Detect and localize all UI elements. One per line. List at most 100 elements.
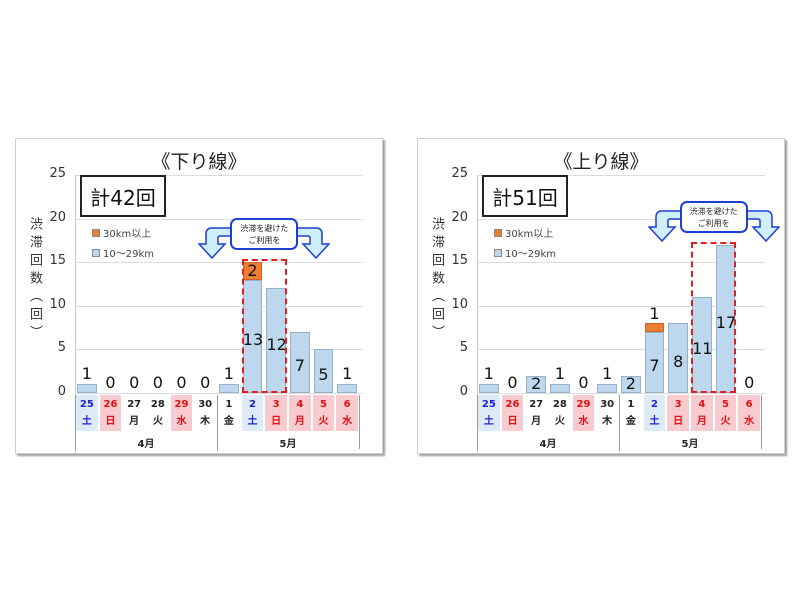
x-date-cell: 25 土	[478, 395, 500, 431]
bar-value-label: 5	[318, 365, 329, 385]
chart-panel-down-line: 《下り線》 渋滞回数（回） 25 20 15 10 5 0 計42回 30km以上 10～29km 1…	[15, 138, 383, 454]
gridline	[477, 305, 765, 307]
date-weekday: 日	[271, 416, 282, 427]
total-count-box: 計51回	[482, 175, 568, 217]
date-day: 5	[722, 399, 729, 410]
date-day: 1	[225, 399, 233, 410]
bar-10-29km	[597, 384, 617, 393]
y-tick-label: 5	[459, 340, 468, 356]
date-weekday: 火	[318, 416, 329, 427]
gridline	[75, 349, 363, 351]
x-date-cell: 29 水	[572, 395, 595, 431]
down-arrow-right-icon	[290, 227, 331, 260]
x-date-cell: 27 月	[123, 395, 145, 431]
down-arrow-right-icon	[739, 210, 780, 242]
gridline	[477, 349, 765, 351]
bar-value-label: 1	[483, 364, 494, 384]
highlight-dashed-box	[241, 259, 287, 393]
month-label: 5月	[279, 439, 297, 450]
bar-value-label: 0	[129, 373, 140, 392]
bar-30km-plus	[644, 323, 665, 332]
date-day: 2	[651, 399, 658, 410]
legend-swatch	[494, 248, 502, 257]
date-day: 1	[627, 399, 635, 410]
gridline	[477, 393, 765, 394]
date-weekday: 水	[744, 416, 755, 427]
date-day: 25	[79, 399, 94, 410]
date-day: 27	[127, 399, 142, 410]
month-separator	[359, 395, 360, 449]
date-day: 2	[249, 399, 256, 410]
legend-item: 10～29km	[92, 245, 154, 260]
month-label: 4月	[539, 439, 557, 450]
date-day: 28	[552, 399, 567, 410]
bar-value-label: 1	[554, 364, 565, 384]
y-tick-label: 20	[49, 209, 66, 225]
y-tick-label: 25	[49, 166, 66, 181]
legend-label: 10～29km	[505, 249, 556, 260]
y-tick-label: 5	[57, 340, 66, 356]
date-weekday: 土	[483, 416, 494, 427]
x-date-cell: 27 月	[525, 395, 547, 431]
bar-10-29km	[77, 384, 97, 393]
date-day: 29	[174, 399, 189, 410]
x-date-cell: 30 木	[596, 395, 618, 431]
y-tick-label: 15	[451, 253, 468, 269]
date-day: 5	[320, 399, 327, 410]
bar-value-label: 2	[625, 374, 636, 393]
gridline	[477, 175, 765, 176]
y-tick-label: 15	[49, 253, 66, 269]
date-weekday: 水	[342, 416, 353, 427]
y-axis-label: 渋滞回数（回）	[27, 217, 42, 343]
month-separator	[619, 395, 620, 451]
bar-value-label: 2	[531, 374, 542, 393]
bar-value-label: 0	[176, 373, 187, 392]
x-axis-dates: 25 土 26 日 27 月 28 火 29 水 30 木 1 金 2 土 3 日 4 月 5 火 6 水 4月 5月	[75, 395, 360, 455]
gridline	[75, 175, 363, 176]
month-label: 4月	[137, 439, 155, 450]
date-weekday: 水	[578, 416, 589, 427]
legend-swatch	[92, 228, 100, 237]
date-weekday: 火	[720, 416, 731, 427]
date-weekday: 木	[200, 416, 211, 427]
bar-value-label: 0	[152, 373, 163, 392]
callout-avoid-congestion: 渋滞を避けた ご利用を	[230, 218, 299, 251]
bar-value-label: 13	[242, 330, 264, 350]
date-weekday: 水	[176, 416, 187, 427]
bar-10-29km	[550, 384, 570, 393]
y-axis-line	[477, 175, 478, 453]
x-axis-dates: 25 土 26 日 27 月 28 火 29 水 30 木 1 金 2 土 3 日 4 月 5 火 6 水 4月 5月	[477, 395, 762, 455]
total-count-box: 計42回	[80, 175, 166, 217]
date-weekday: 月	[531, 416, 542, 427]
bar-10-29km	[621, 375, 641, 393]
x-date-cell: 29 水	[170, 395, 193, 431]
callout-text-line1: 渋滞を避けた	[689, 206, 738, 216]
date-day: 4	[698, 399, 706, 410]
y-axis-line	[75, 175, 76, 453]
date-weekday: 日	[507, 416, 518, 427]
date-weekday: 土	[247, 416, 258, 427]
legend-item: 30km以上	[494, 225, 553, 240]
bar-10-29km	[668, 323, 688, 393]
date-day: 26	[103, 399, 118, 410]
gridline	[75, 218, 363, 220]
legend-label: 30km以上	[505, 229, 554, 240]
bar-value-label: 0	[507, 373, 518, 392]
date-day: 29	[576, 399, 591, 410]
date-day: 28	[150, 399, 165, 410]
y-tick-label: 0	[459, 384, 468, 399]
legend-label: 10～29km	[103, 249, 154, 260]
bar-value-label: 1	[342, 364, 353, 384]
x-date-cell: 30 木	[194, 395, 216, 431]
month-separator	[477, 395, 478, 449]
down-arrow-left-icon	[198, 227, 239, 260]
y-tick-label: 10	[451, 296, 468, 312]
highlight-dashed-box	[691, 241, 737, 393]
